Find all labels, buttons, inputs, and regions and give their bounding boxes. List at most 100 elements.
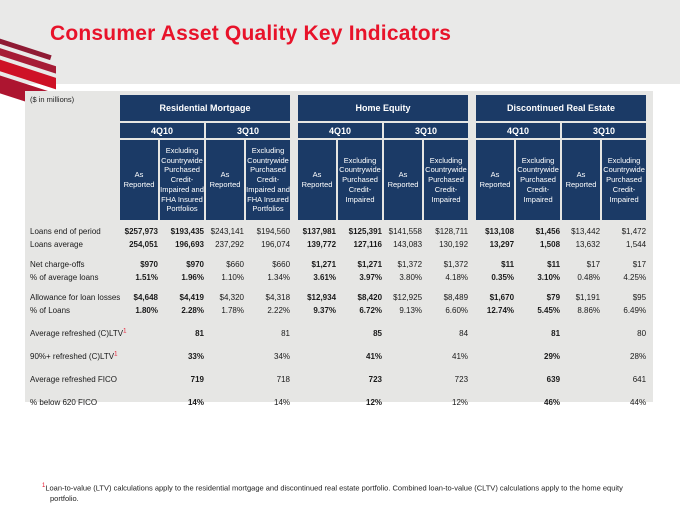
row-label: Loans end of period [30,227,101,236]
quarter-header: 3Q10 [562,123,647,138]
footnote-text: Loan-to-value (LTV) calculations apply t… [45,483,623,504]
cell: 196,693 [175,240,204,249]
cell: 1.51% [135,273,158,282]
subcolumn-header: As Reported [384,140,423,220]
cell: $12,925 [393,293,423,302]
cell: 1,508 [540,240,561,249]
cell: $243,141 [210,227,244,236]
group-gap [470,272,474,283]
cell: $1,271 [311,260,337,269]
cell: 12.74% [486,306,515,315]
group-gap [292,239,296,250]
table-row: Loans end of period $257,973 $193,435 $243,… [30,222,646,237]
group-gap [470,95,474,220]
group-gap [470,341,474,362]
cell: $12,934 [307,293,337,302]
cell: $8,420 [357,293,383,302]
cell: $970 [186,260,204,269]
table-row: Net charge-offs $970 $970 $660 $660 $1,271 $1,… [30,252,646,270]
cell [384,387,422,408]
cell: $4,318 [265,293,291,302]
cell [562,387,600,408]
group-header-1: Home Equity [298,95,469,121]
row-label: Allowance for loan losses [30,293,121,302]
cell [384,341,422,362]
cell: 1.10% [221,273,244,282]
cell: 81 [551,329,561,338]
cell: 4.18% [445,273,469,282]
header-row-subcolumns: As Reported Excluding Countrywide Purchas… [30,140,647,220]
cell: $125,391 [348,227,383,236]
cell: $8,489 [443,293,469,302]
cell: $4,648 [133,293,158,302]
group-gap [292,305,296,316]
cell: 41% [366,352,383,361]
row-label: Net charge-offs [30,260,85,269]
cell: $194,560 [256,227,291,236]
subcolumn-header: Excluding Countrywide Purchased Credit-I… [602,140,647,220]
footnote-superscript: 1 [42,483,46,489]
cell: 1.78% [221,306,244,315]
cell [120,364,158,385]
cell: 2.28% [181,306,204,315]
cell: 196,074 [261,240,291,249]
cell: $1,670 [489,293,515,302]
cell: $95 [632,293,647,302]
cell: 1.34% [267,273,291,282]
cell: 9.37% [313,306,337,315]
row-label-superscript: 1 [114,351,118,358]
group-gap [292,272,296,283]
header-row-quarters: 4Q10 3Q10 4Q10 3Q10 4Q10 3Q10 [30,123,647,138]
cell: 3.10% [537,273,561,282]
quarter-header: 4Q10 [120,123,204,138]
cell: $1,456 [535,227,561,236]
table-row: Allowance for loan losses $4,648 $4,419 $4,… [30,285,646,303]
slide-title: Consumer Asset Quality Key Indicators [50,22,452,45]
cell: 44% [630,398,647,407]
cell: 1.96% [181,273,204,282]
table-row: 90%+ refreshed (C)LTV1 33% 34% 41% 41% 29% 28% [30,341,646,362]
quarter-header: 3Q10 [384,123,469,138]
cell: 34% [274,352,291,361]
cell: 6.49% [623,306,647,315]
row-label: % below 620 FICO [30,398,98,407]
quarter-header: 4Q10 [476,123,561,138]
cell: 29% [544,352,561,361]
cell: 641 [632,375,647,384]
quarter-header: 4Q10 [298,123,383,138]
cell: 2.22% [267,306,291,315]
cell: $193,435 [170,227,204,236]
row-label: % of average loans [30,273,99,282]
cell: 1,544 [626,240,647,249]
row-label: 90%+ refreshed (C)LTV1 [30,351,118,361]
table-row: % of Loans 1.80% 2.28% 1.78% 2.22% 9.37% 6.72%… [30,305,646,316]
cell: 80 [637,329,647,338]
cell [120,341,158,362]
group-gap [292,318,296,339]
cell: $4,419 [179,293,204,302]
cell: $79 [546,293,561,302]
table-row: Average refreshed (C)LTV1 81 81 85 84 81 80 [30,318,646,339]
cell: 4.25% [623,273,647,282]
cell: $13,442 [571,227,601,236]
cell: 84 [459,329,469,338]
group-gap [470,364,474,385]
cell: 723 [454,375,469,384]
cell [562,318,600,339]
cell: $1,191 [575,293,601,302]
group-gap [292,341,296,362]
cell: $13,108 [485,227,515,236]
cell: 8.86% [577,306,601,315]
subcolumn-header: Excluding Countrywide Purchased Credit-I… [424,140,469,220]
group-gap [292,252,296,270]
cell: $128,711 [435,227,469,236]
row-label: Average refreshed (C)LTV1 [30,328,127,338]
cell: 127,116 [353,240,383,249]
subcolumn-header: As Reported [120,140,158,220]
cell: 85 [373,329,383,338]
cell: 33% [187,352,204,361]
cell [476,341,514,362]
cell: 13,632 [575,240,601,249]
group-gap [292,95,296,220]
